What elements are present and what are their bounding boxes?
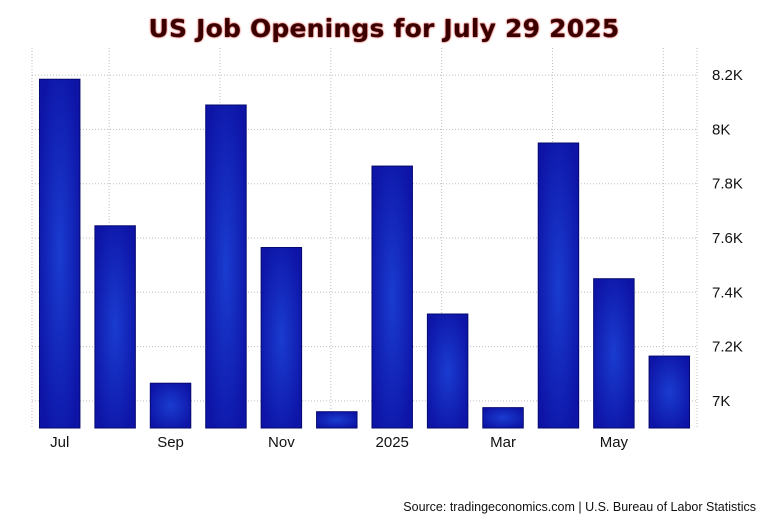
bar (537, 142, 580, 429)
x-tick-label: Jul (50, 434, 69, 451)
x-tick-label: Mar (490, 434, 516, 451)
x-tick-label: Nov (268, 434, 295, 451)
y-tick-label: 7.8K (712, 176, 743, 193)
bar (38, 78, 81, 429)
bar (205, 104, 247, 429)
x-tick-label: 2025 (376, 434, 409, 451)
bar (426, 313, 469, 429)
bar (482, 407, 524, 429)
bar (593, 278, 635, 429)
y-tick-label: 7.4K (712, 284, 743, 301)
bar (648, 355, 691, 429)
bar (316, 411, 358, 429)
axes: 7K 7.2K 7.4K 7.6K 7.8K 8K 8.2K Jul Sep Nov 2025 Mar… (31, 48, 743, 451)
y-tick-label: 8.2K (712, 67, 743, 84)
y-tick-label: 7.2K (712, 339, 743, 356)
chart-title: US Job Openings for July 29 2025 (148, 14, 620, 43)
y-tick-label: 7.6K (712, 230, 743, 247)
source-note: Source: tradingeconomics.com | U.S. Bure… (403, 500, 756, 514)
bar (260, 247, 303, 429)
y-tick-label: 8K (712, 121, 730, 138)
y-tick-label: 7K (712, 393, 730, 410)
bar (149, 382, 192, 429)
bar (94, 225, 136, 429)
bar-series (38, 78, 691, 429)
x-tick-label: Sep (157, 434, 184, 451)
bar (371, 165, 413, 429)
x-tick-label: May (600, 434, 629, 451)
